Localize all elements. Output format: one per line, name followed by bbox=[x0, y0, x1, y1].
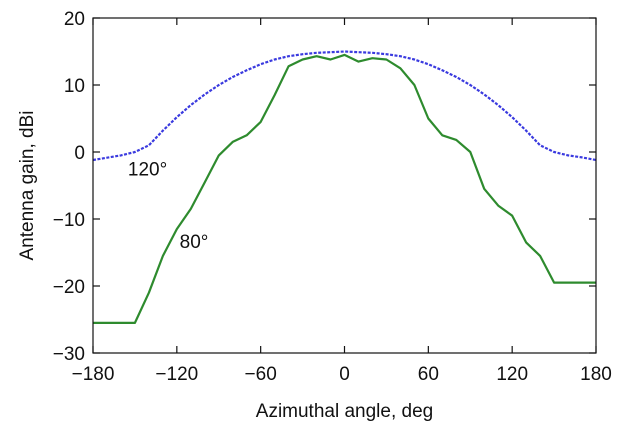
y-tick-label: −20 bbox=[53, 277, 85, 298]
series-annotation: 80° bbox=[180, 232, 209, 253]
y-tick-label: 0 bbox=[74, 143, 85, 164]
series-line-1 bbox=[93, 53, 596, 324]
y-tick-label: −30 bbox=[53, 344, 85, 365]
ticks-layer: −180 −120 −60 0 60 120 180 −30 −20 −10 0 10 20 bbox=[53, 9, 612, 385]
x-axis-label: Azimuthal angle, deg bbox=[256, 401, 433, 422]
x-tick-label: 180 bbox=[580, 364, 612, 385]
x-tick-label: 60 bbox=[418, 364, 439, 385]
y-tick-label: 10 bbox=[64, 76, 85, 97]
plot-frame bbox=[92, 17, 597, 354]
x-tick-label: 0 bbox=[339, 364, 350, 385]
y-axis-label: Antenna gain, dBi bbox=[17, 110, 38, 260]
y-tick-label: −10 bbox=[53, 210, 85, 231]
x-tick-label: −180 bbox=[72, 364, 115, 385]
x-tick-label: 120 bbox=[496, 364, 528, 385]
series-line-0 bbox=[92, 50, 597, 162]
series-annotation: 120° bbox=[128, 159, 167, 180]
x-tick-label: −120 bbox=[155, 364, 198, 385]
series-layer bbox=[92, 50, 597, 324]
x-tick-label: −60 bbox=[245, 364, 277, 385]
annotation-layer: 120° 80° bbox=[128, 159, 208, 252]
y-tick-label: 20 bbox=[64, 9, 85, 30]
